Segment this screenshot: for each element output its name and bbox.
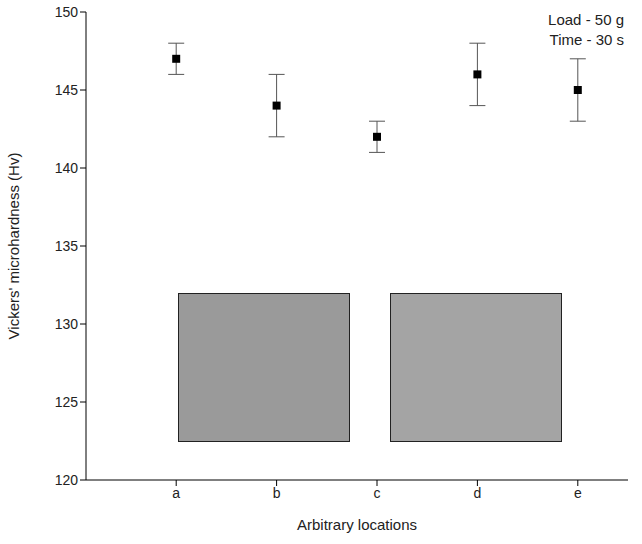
svg-text:125: 125 [55, 394, 79, 410]
svg-text:Arbitrary locations: Arbitrary locations [297, 516, 417, 533]
html-text:Load - 50 g: Load - 50 g [548, 11, 624, 28]
svg-text:Vickers' microhardness (Hv): Vickers' microhardness (Hv) [5, 153, 22, 340]
html-text:Time - 30 s: Time - 30 s [549, 31, 624, 48]
svg-text:b: b [273, 485, 281, 501]
svg-text:130: 130 [55, 316, 79, 332]
svg-text:c: c [374, 485, 381, 501]
svg-text:d: d [474, 485, 482, 501]
svg-text:135: 135 [55, 238, 79, 254]
svg-text:150: 150 [55, 4, 79, 20]
svg-text:e: e [574, 485, 582, 501]
svg-text:120: 120 [55, 472, 79, 488]
svg-text:145: 145 [55, 82, 79, 98]
svg-text:140: 140 [55, 160, 79, 176]
svg-text:a: a [172, 485, 180, 501]
